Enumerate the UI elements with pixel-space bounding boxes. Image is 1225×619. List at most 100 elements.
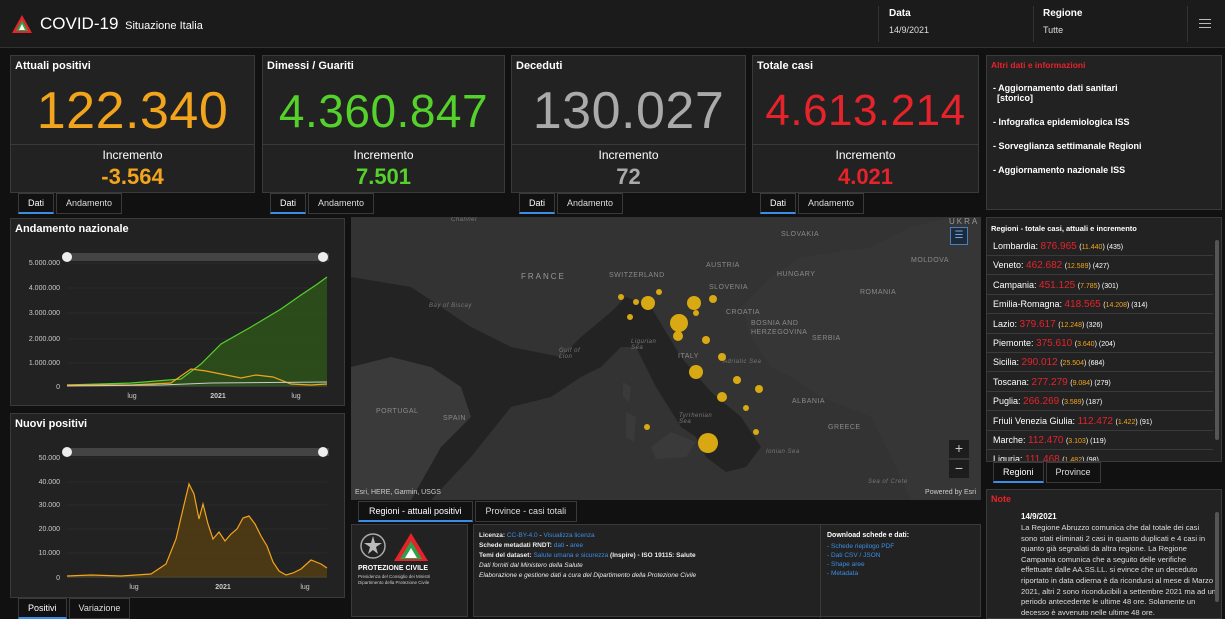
region-name: Lombardia (993, 241, 1036, 251)
region-row[interactable]: Veneto: 462.682 (12.589) (427) (987, 256, 1213, 276)
menu-icon[interactable] (1199, 19, 1211, 28)
map-label-ionian-sea: Ionian Sea (766, 449, 800, 455)
links-list: - Aggiornamento dati sanitari [storico] … (993, 83, 1142, 189)
bubble-piemonte[interactable] (618, 294, 624, 300)
protezione-civile-logo-icon (12, 15, 32, 33)
licenza-link[interactable]: CC-BY-4.0 (506, 532, 538, 539)
bubble-abruzzo[interactable] (718, 353, 726, 361)
regions-scrollbar[interactable] (1215, 240, 1219, 440)
y-tick: 1.000.000 (29, 360, 60, 367)
region-selector[interactable]: Regione Tutte (1043, 8, 1082, 35)
bubble-marche[interactable] (702, 336, 710, 344)
tab-variazione[interactable]: Variazione (68, 598, 131, 619)
region-row[interactable]: Friuli Venezia Giulia: 112.472 (1.422) (… (987, 412, 1213, 431)
trend-slider-end[interactable] (318, 252, 328, 262)
y-tick: 0 (56, 575, 60, 582)
bubble-toscana[interactable] (673, 331, 683, 341)
link-storico[interactable]: [storico] (997, 93, 1033, 103)
tab-province-casi-totali[interactable]: Province - casi totali (474, 501, 578, 522)
newpos-scrollbar[interactable] (67, 448, 329, 456)
rndt-key: Schede metadati RNDT: (479, 542, 552, 549)
bubble-molise[interactable] (733, 376, 741, 384)
links-panel: Altri dati e informazioni - Aggiornament… (986, 55, 1222, 210)
tab-positivi[interactable]: Positivi (18, 598, 67, 619)
bubble-trentino[interactable] (656, 289, 662, 295)
link-sorveglianza[interactable]: - Sorveglianza settimanale Regioni (993, 141, 1142, 151)
bubble-liguria[interactable] (627, 314, 633, 320)
download-csv-link[interactable]: - Dati CSV / JSON (827, 552, 881, 559)
region-row[interactable]: Lombardia: 876.965 (11.440) (435) (987, 237, 1213, 256)
zoom-out-icon[interactable]: − (949, 460, 969, 478)
tab-province[interactable]: Province (1045, 462, 1101, 483)
link-aggiornamento-iss[interactable]: - Aggiornamento nazionale ISS (993, 165, 1126, 175)
tab-andamento[interactable]: Andamento (56, 193, 123, 214)
tab-andamento[interactable]: Andamento (557, 193, 624, 214)
region-row[interactable]: Toscana: 277.279 (9.084) (279) (987, 373, 1213, 392)
region-row[interactable]: Campania: 451.125 (7.785) (301) (987, 276, 1213, 295)
tab-dati[interactable]: Dati (18, 193, 55, 214)
temi-link[interactable]: Salute umana e sicurezza (533, 552, 609, 559)
link-infografica[interactable]: - Infografica epidemiologica ISS (993, 117, 1130, 127)
rndt-dati-link[interactable]: dati (553, 542, 565, 549)
newpos-slider-start[interactable] (62, 447, 72, 457)
new-positives-area (67, 484, 327, 577)
region-row[interactable]: Puglia: 266.269 (3.589) (187) (987, 392, 1213, 412)
tab-dati[interactable]: Dati (519, 193, 556, 214)
bubble-sicilia[interactable] (698, 433, 718, 453)
download-pdf-link[interactable]: - Schede riepilogo PDF (827, 543, 895, 550)
bubble-campania[interactable] (717, 392, 727, 402)
region-row[interactable]: Liguria: 111.468 (1.482) (98) (987, 450, 1213, 462)
tab-regioni[interactable]: Regioni (993, 462, 1044, 483)
region-increment: 279 (1096, 379, 1109, 387)
region-total: 451.125 (1039, 279, 1076, 291)
tab-andamento[interactable]: Andamento (308, 193, 375, 214)
legend-icon[interactable]: ☰ (950, 227, 968, 245)
region-row[interactable]: Lazio: 379.617 (12.248) (326) (987, 315, 1213, 334)
trend-scrollbar[interactable] (67, 253, 329, 261)
newpos-slider-end[interactable] (318, 447, 328, 457)
map-powered-by[interactable]: Powered by Esri (925, 489, 976, 496)
bubble-basilicata[interactable] (743, 405, 749, 411)
increment-value: -3.564 (101, 164, 164, 189)
bubble-lombardia[interactable] (641, 296, 655, 310)
bubble-lazio[interactable] (689, 365, 703, 379)
tab-andamento[interactable]: Andamento (798, 193, 865, 214)
bubble-sardegna[interactable] (644, 424, 650, 430)
increment-value: 72 (616, 164, 641, 189)
date-selector[interactable]: Data 14/9/2021 (889, 8, 929, 35)
region-increment: 427 (1095, 263, 1107, 271)
bubble-fvg[interactable] (709, 295, 717, 303)
region-increment: 187 (1088, 399, 1100, 407)
new-positives-line (66, 482, 328, 577)
bubble-friuli-small[interactable] (693, 310, 699, 316)
card-title: Deceduti (516, 60, 563, 72)
region-total: 277.279 (1031, 376, 1068, 388)
region-row[interactable]: Sicilia: 290.012 (25.504) (684) (987, 353, 1213, 373)
tab-dati[interactable]: Dati (270, 193, 307, 214)
trend-slider-start[interactable] (62, 252, 72, 262)
download-metadata-link[interactable]: - Metadata (827, 570, 859, 577)
note-scrollbar[interactable] (1215, 512, 1219, 602)
region-row[interactable]: Piemonte: 375.610 (3.640) (204) (987, 334, 1213, 353)
download-shape-link[interactable]: - Shape aree (827, 561, 865, 568)
visualizza-licenza-link[interactable]: Visualizza licenza (543, 532, 595, 539)
region-row[interactable]: Marche: 112.470 (3.103) (119) (987, 431, 1213, 450)
bubble-puglia[interactable] (755, 385, 763, 393)
logo-sub2: Dipartimento della Protezione Civile (358, 580, 430, 585)
bubble-veneto[interactable] (687, 296, 701, 310)
region-row[interactable]: Emilia-Romagna: 418.565 (14.208) (314) (987, 295, 1213, 315)
bubble-valle-aosta[interactable] (633, 299, 639, 305)
bubble-calabria[interactable] (753, 429, 759, 435)
title-text: COVID-19 (40, 14, 119, 33)
region-current: 1.482 (1064, 457, 1083, 462)
map-label-moldova: MOLDOVA (911, 257, 949, 264)
region-increment: 119 (1092, 438, 1104, 445)
tab-dati[interactable]: Dati (760, 193, 797, 214)
info-lines: Licenza: CC-BY-4.0 - Visualizza licenza … (479, 532, 819, 582)
zoom-in-icon[interactable]: + (949, 440, 969, 458)
link-aggiornamento-dati[interactable]: - Aggiornamento dati sanitari (993, 83, 1118, 93)
rndt-aree-link[interactable]: aree (570, 542, 584, 549)
bubble-emilia-romagna[interactable] (670, 314, 688, 332)
map-view[interactable]: UKRA SLOVAKIA MOLDOVA FRANCE SWITZERLAND… (351, 217, 981, 500)
tab-regioni-attuali-positivi[interactable]: Regioni - attuali positivi (358, 501, 473, 522)
